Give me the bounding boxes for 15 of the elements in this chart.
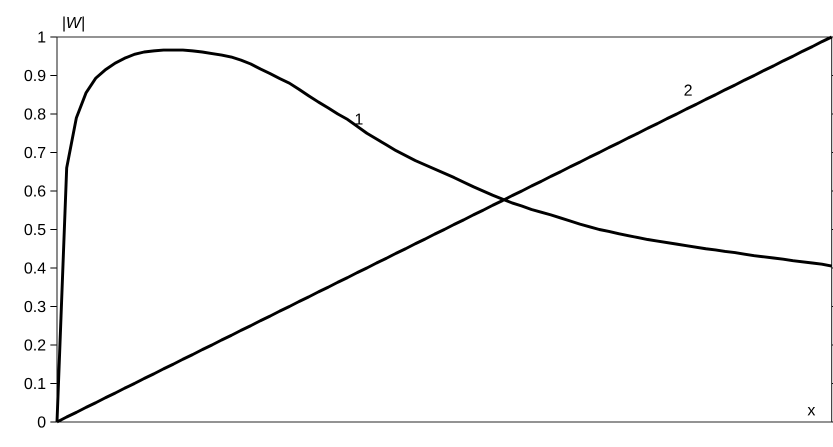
- y-tick-label: 0.5: [24, 224, 46, 236]
- y-tick-label: 0.2: [24, 339, 46, 351]
- x-axis-title: x: [808, 406, 816, 416]
- series-label: 2: [684, 84, 692, 96]
- y-tick-label: 0.9: [24, 70, 46, 82]
- y-tick-label: 0.3: [24, 300, 46, 312]
- y-tick-label: 0.6: [24, 185, 46, 197]
- y-tick-label: 0.7: [24, 146, 46, 158]
- y-tick-label: 0.4: [24, 262, 46, 274]
- y-tick-label: 0: [38, 416, 46, 428]
- series-label: 1: [356, 114, 363, 125]
- y-tick-label: 0.8: [24, 108, 46, 120]
- y-tick-label: 0.1: [24, 378, 46, 390]
- y-axis-title: |W|: [63, 16, 84, 32]
- y-tick-label: 1: [38, 32, 46, 42]
